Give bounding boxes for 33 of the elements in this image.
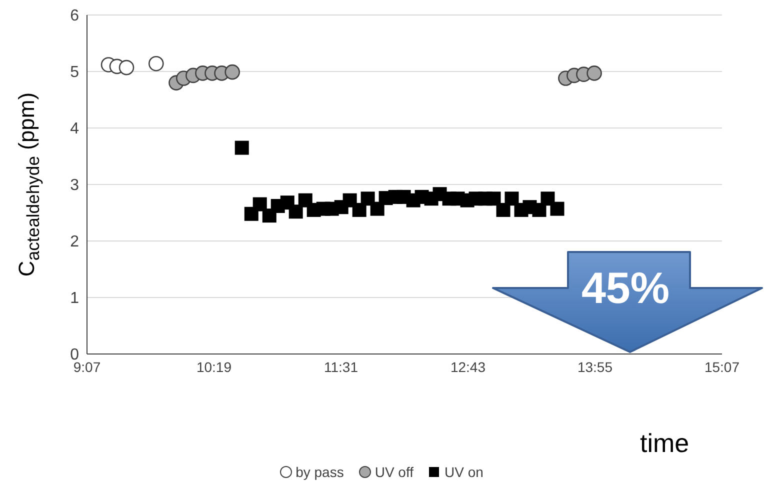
point	[148, 56, 164, 72]
x-tick-label: 15:07	[704, 358, 740, 375]
point	[496, 202, 510, 217]
x-tick-label: 11:31	[324, 358, 358, 375]
point	[540, 192, 555, 206]
point	[586, 66, 602, 81]
annotation: 45%	[580, 264, 671, 314]
point	[252, 197, 267, 212]
legend-label: UV off	[374, 464, 414, 480]
point	[118, 60, 134, 76]
x-tick-label: 10:19	[196, 358, 232, 375]
x-tick-label: 12:43	[450, 358, 486, 375]
y-tick-label: 6	[70, 8, 80, 25]
point	[486, 192, 501, 206]
x-axis-title: time	[640, 428, 690, 459]
point	[352, 202, 366, 217]
point	[288, 204, 303, 219]
point	[550, 202, 564, 216]
y-tick-label: 2	[70, 234, 80, 251]
legend-label: by pass	[294, 464, 344, 480]
y-tick-label: 3	[70, 177, 80, 194]
point	[532, 202, 546, 217]
y-tick-label: 4	[70, 120, 80, 138]
point	[224, 64, 240, 80]
x-tick-label: 9:07	[73, 358, 101, 375]
point	[234, 140, 249, 155]
point	[370, 202, 384, 216]
y-tick-label: 5	[70, 64, 80, 82]
y-tick-label: 1	[70, 290, 80, 308]
legend-label: UV on	[443, 464, 484, 480]
point	[504, 192, 519, 206]
point	[360, 192, 375, 206]
x-tick-label: 13:55	[577, 358, 613, 375]
